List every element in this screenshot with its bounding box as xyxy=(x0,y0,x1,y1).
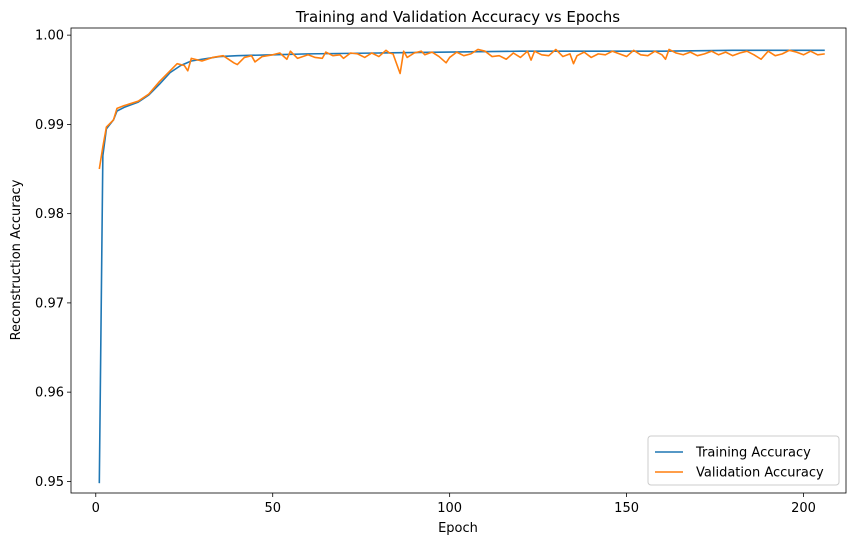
x-axis: 0 50 100 150 200 xyxy=(92,493,816,516)
chart-title: Training and Validation Accuracy vs Epoc… xyxy=(295,8,620,26)
y-axis: 0.95 0.96 0.97 0.98 0.99 1.00 xyxy=(35,29,71,490)
x-tick-label: 150 xyxy=(614,501,639,516)
plot-area xyxy=(98,48,825,484)
x-tick-label: 200 xyxy=(791,501,816,516)
y-tick-label: 0.97 xyxy=(35,296,64,311)
legend: Training Accuracy Validation Accuracy xyxy=(647,435,840,486)
y-tick-label: 0.96 xyxy=(35,386,64,401)
y-tick-label: 0.99 xyxy=(35,118,64,133)
y-tick-label: 0.98 xyxy=(35,207,64,222)
y-tick-label: 0.95 xyxy=(35,475,64,490)
x-tick-label: 100 xyxy=(437,501,462,516)
legend-box xyxy=(647,435,840,486)
series-line-0 xyxy=(98,49,825,484)
plot-frame xyxy=(70,27,847,494)
y-axis-label: Reconstruction Accuracy xyxy=(9,179,24,340)
y-tick-label: 1.00 xyxy=(35,29,64,44)
series-line-1 xyxy=(98,48,825,170)
x-tick-label: 0 xyxy=(92,501,100,516)
x-axis-label: Epoch xyxy=(438,521,478,536)
legend-label-1: Validation Accuracy xyxy=(696,466,824,481)
x-tick-label: 50 xyxy=(264,501,281,516)
legend-label-0: Training Accuracy xyxy=(695,446,811,461)
